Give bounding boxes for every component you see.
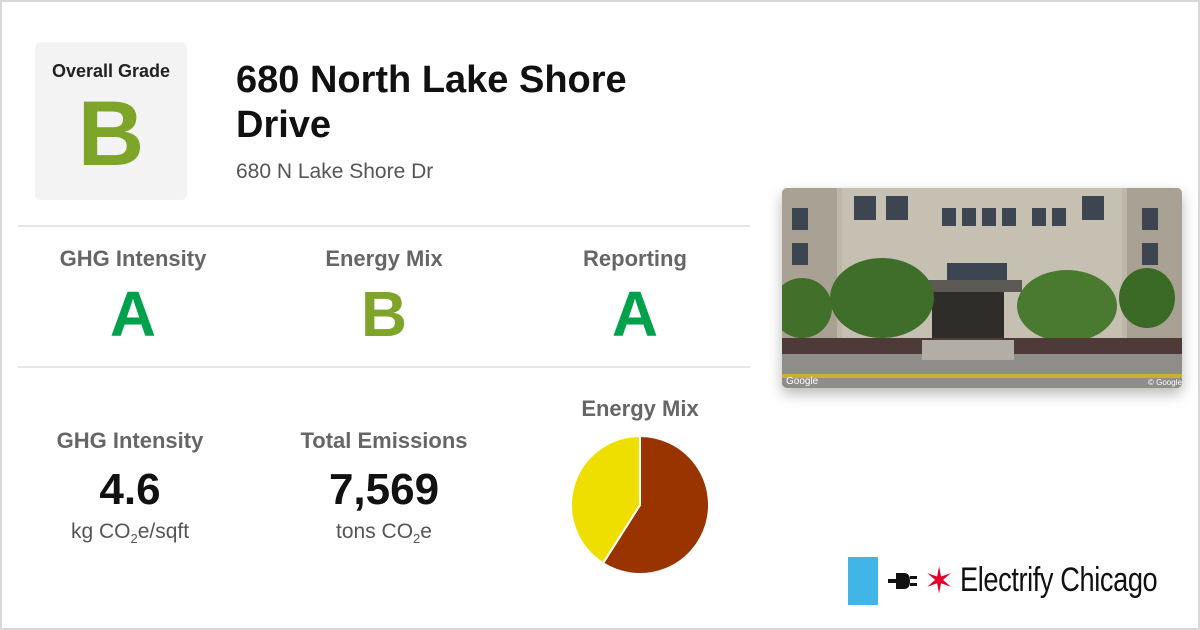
stat-title: GHG Intensity: [56, 428, 204, 453]
building-address: 680 N Lake Shore Dr: [236, 160, 434, 183]
stat-unit: tons CO2e: [336, 520, 432, 547]
grade-energy-mix: Energy Mix B: [264, 246, 504, 350]
building-photo: Google © Google: [782, 188, 1182, 388]
star-icon: ✶: [924, 560, 955, 601]
divider: [18, 366, 750, 368]
grade-ghg-intensity: GHG Intensity A: [13, 246, 253, 350]
grade-title: Energy Mix: [325, 246, 443, 271]
pie-slice-1: [601, 434, 710, 575]
grade-letter: B: [360, 278, 408, 350]
stat-value: 4.6: [99, 465, 161, 514]
chart-title: Energy Mix: [581, 396, 699, 421]
electrify-chicago-logo[interactable]: ✶ Electrify Chicago: [848, 557, 1178, 605]
grade-letter: A: [109, 278, 157, 350]
google-watermark: Google: [786, 376, 819, 387]
google-copyright: © Google: [1148, 378, 1182, 387]
stat-total-emissions: Total Emissions 7,569 tons CO2e: [264, 428, 504, 546]
plug-icon: [888, 573, 917, 589]
overall-grade-label: Overall Grade: [51, 61, 171, 81]
energy-mix-chart: Energy Mix: [540, 396, 740, 576]
pie-slice-2: [570, 434, 641, 565]
stat-value: 7,569: [328, 465, 440, 514]
energy-mix-pie: [570, 434, 710, 575]
chicago-flag-icon: [848, 557, 878, 605]
grade-title: Reporting: [583, 246, 687, 271]
grade-title: GHG Intensity: [59, 246, 207, 271]
brand-name: Electrify Chicago: [960, 561, 1158, 599]
stat-ghg-intensity: GHG Intensity 4.6 kg CO2e/sqft: [10, 428, 250, 546]
stat-unit: kg CO2e/sqft: [70, 520, 190, 547]
stat-title: Total Emissions: [300, 428, 468, 453]
building-name: 680 North Lake Shore Drive: [236, 59, 627, 146]
grade-reporting: Reporting A: [515, 246, 755, 350]
grade-letter: A: [611, 278, 659, 350]
divider: [18, 225, 750, 227]
overall-grade-box: Overall Grade B: [35, 42, 187, 200]
overall-grade-letter: B: [77, 83, 145, 185]
